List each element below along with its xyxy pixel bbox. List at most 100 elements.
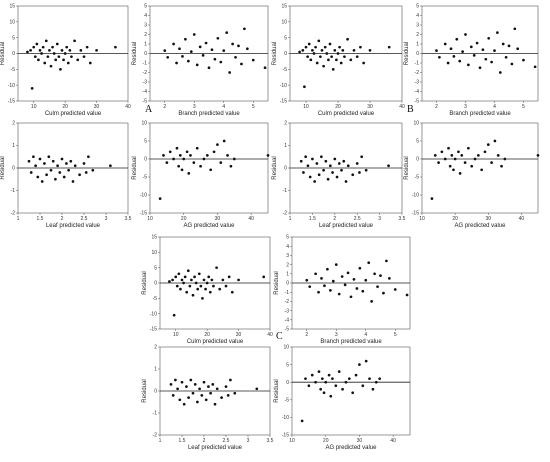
x-tick-label: 4: [493, 104, 496, 110]
y-axis-label: Residual: [132, 42, 138, 65]
data-point: [68, 48, 72, 52]
data-point: [246, 47, 249, 51]
y-axis-label: Residual: [272, 42, 278, 65]
data-point: [40, 180, 44, 183]
data-point: [349, 295, 353, 299]
data-point: [58, 171, 62, 174]
data-point: [393, 288, 397, 291]
data-point: [304, 45, 308, 49]
x-tick-label: 1.5: [37, 216, 44, 222]
y-tick-label: 1: [154, 367, 157, 373]
data-point: [385, 259, 388, 263]
data-point: [478, 66, 482, 70]
y-tick-label: 4: [416, 13, 419, 19]
data-point: [306, 164, 310, 168]
data-point: [352, 48, 356, 52]
x-axis-label: Leaf predicted value: [188, 445, 243, 451]
data-point: [364, 359, 368, 363]
x-tick-label: 40: [390, 438, 396, 444]
data-point: [220, 396, 223, 399]
data-point: [433, 154, 437, 157]
y-tick-label: 1: [286, 272, 289, 278]
data-point: [212, 150, 216, 154]
x-tick-label: 2.5: [354, 216, 361, 222]
data-point: [315, 61, 319, 65]
data-point: [344, 180, 348, 183]
data-point: [215, 266, 218, 270]
data-point: [339, 61, 343, 65]
data-point: [317, 370, 321, 373]
data-point: [359, 45, 362, 49]
y-tick-label: -10: [140, 193, 147, 199]
y-tick-label: -2: [283, 211, 288, 217]
data-point: [333, 48, 337, 52]
data-point: [322, 391, 326, 395]
data-point: [327, 373, 331, 377]
y-tick-label: 15: [9, 4, 15, 10]
data-point: [323, 284, 326, 288]
data-point: [330, 55, 333, 59]
data-point: [461, 50, 464, 53]
data-point: [307, 42, 311, 46]
y-tick-label: 3: [286, 253, 289, 259]
x-tick-label: 3.5: [399, 216, 406, 222]
data-point: [346, 164, 350, 168]
data-point: [178, 47, 181, 51]
data-point: [172, 42, 175, 46]
data-point: [493, 139, 497, 143]
x-tick-label: 1.5: [179, 438, 186, 444]
y-tick-label: 10: [413, 121, 419, 127]
y-tick-label: -4: [285, 318, 290, 324]
y-tick-label: 0: [286, 281, 289, 287]
y-tick-label: 5: [286, 362, 289, 368]
x-axis-label: Culm predicted value: [45, 111, 102, 117]
data-point: [174, 275, 178, 279]
x-tick-label: 10: [303, 104, 309, 110]
data-point: [177, 272, 181, 276]
data-point: [200, 394, 204, 397]
data-point: [196, 287, 200, 291]
data-point: [229, 378, 232, 382]
data-point: [182, 402, 186, 406]
group-label-C: C: [276, 331, 283, 342]
data-point: [201, 54, 205, 57]
data-point: [219, 161, 223, 164]
data-point: [475, 41, 479, 45]
data-point: [307, 384, 311, 388]
x-axis-label: Branch predicted value: [449, 111, 511, 117]
data-point: [176, 387, 179, 391]
scatter-panel-A-leaf: -2 -1 0 1 2 1 1.5 2 2.5 3 3.5 Leaf predicted value R…: [0, 121, 132, 229]
x-tick-label: 10: [173, 332, 179, 338]
data-point: [472, 54, 476, 57]
data-point: [319, 387, 323, 391]
data-point: [192, 161, 196, 164]
y-tick-label: 5: [144, 139, 147, 145]
data-point: [331, 171, 334, 174]
data-point: [204, 41, 208, 45]
data-point: [224, 385, 228, 388]
data-point: [193, 275, 196, 279]
data-point: [32, 155, 35, 159]
y-tick-label: 0: [154, 389, 157, 395]
y-tick-label: 0: [286, 380, 289, 386]
data-point: [470, 164, 474, 168]
x-tick-label: 3.5: [125, 216, 132, 222]
data-point: [243, 27, 246, 31]
data-point: [54, 58, 58, 62]
data-point: [197, 272, 201, 276]
y-tick-label: 2: [144, 32, 147, 38]
data-point: [185, 150, 189, 154]
data-point: [328, 164, 332, 168]
scatter-panel-A-culm: -15 -10 -5 0 5 10 15 10 20 30 40 Culm predicted val…: [0, 4, 131, 117]
data-point: [464, 33, 467, 36]
data-point: [65, 162, 68, 165]
data-point: [56, 164, 59, 168]
data-point: [234, 55, 237, 59]
x-axis-label: Culm predicted value: [318, 111, 375, 117]
y-tick-label: -2: [143, 70, 148, 76]
y-tick-label: 5: [284, 35, 287, 41]
data-point: [237, 278, 240, 282]
data-point: [201, 296, 204, 300]
data-point: [448, 164, 452, 168]
data-point: [43, 61, 47, 65]
